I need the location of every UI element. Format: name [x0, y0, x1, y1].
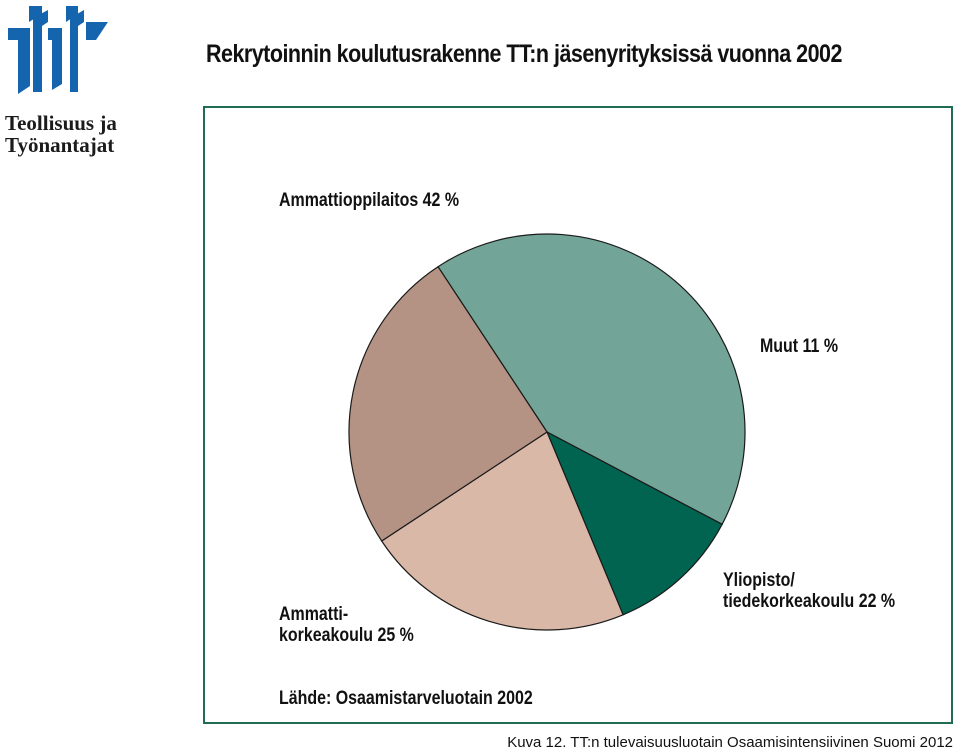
slice-label-line: Ammatti-	[279, 604, 349, 625]
slice-label-yliopisto: Yliopisto/ tiedekorkeakoulu 22 %	[723, 570, 895, 612]
slice-label-ammattioppilaitos: Ammattioppilaitos 42 %	[279, 190, 459, 211]
slice-label-line: Muut 11 %	[760, 336, 839, 357]
slice-label-line: korkeakoulu 25 %	[279, 625, 414, 646]
pie-slice-ammattikorkeakoulu	[348, 266, 548, 542]
pie-chart	[348, 233, 746, 631]
page-title: Rekrytoinnin koulutusrakenne TT:n jäseny…	[206, 40, 842, 68]
pie-slice-muut	[546, 431, 723, 616]
logo-text-line2: Työnantajat	[5, 133, 115, 157]
slice-label-muut: Muut 11 %	[760, 336, 838, 357]
slice-label-ammattikorkeakoulu: Ammatti- korkeakoulu 25 %	[279, 604, 414, 646]
tt-logo-icon	[8, 6, 108, 94]
logo-text-line1: Teollisuus ja	[5, 111, 117, 135]
slice-label-line: tiedekorkeakoulu 22 %	[723, 591, 896, 612]
chart-frame: Ammattioppilaitos 42 % Muut 11 % Yliopis…	[203, 106, 953, 724]
pie-slice-ammattioppilaitos	[437, 233, 746, 525]
slice-label-line: Ammattioppilaitos 42 %	[279, 190, 460, 211]
source-note: Lähde: Osaamistarveluotain 2002	[279, 688, 533, 709]
figure-caption: Kuva 12. TT:n tulevaisuusluotain Osaamis…	[507, 734, 953, 751]
pie-slice-yliopisto	[381, 431, 624, 631]
slice-label-line: Yliopisto/	[723, 570, 795, 591]
